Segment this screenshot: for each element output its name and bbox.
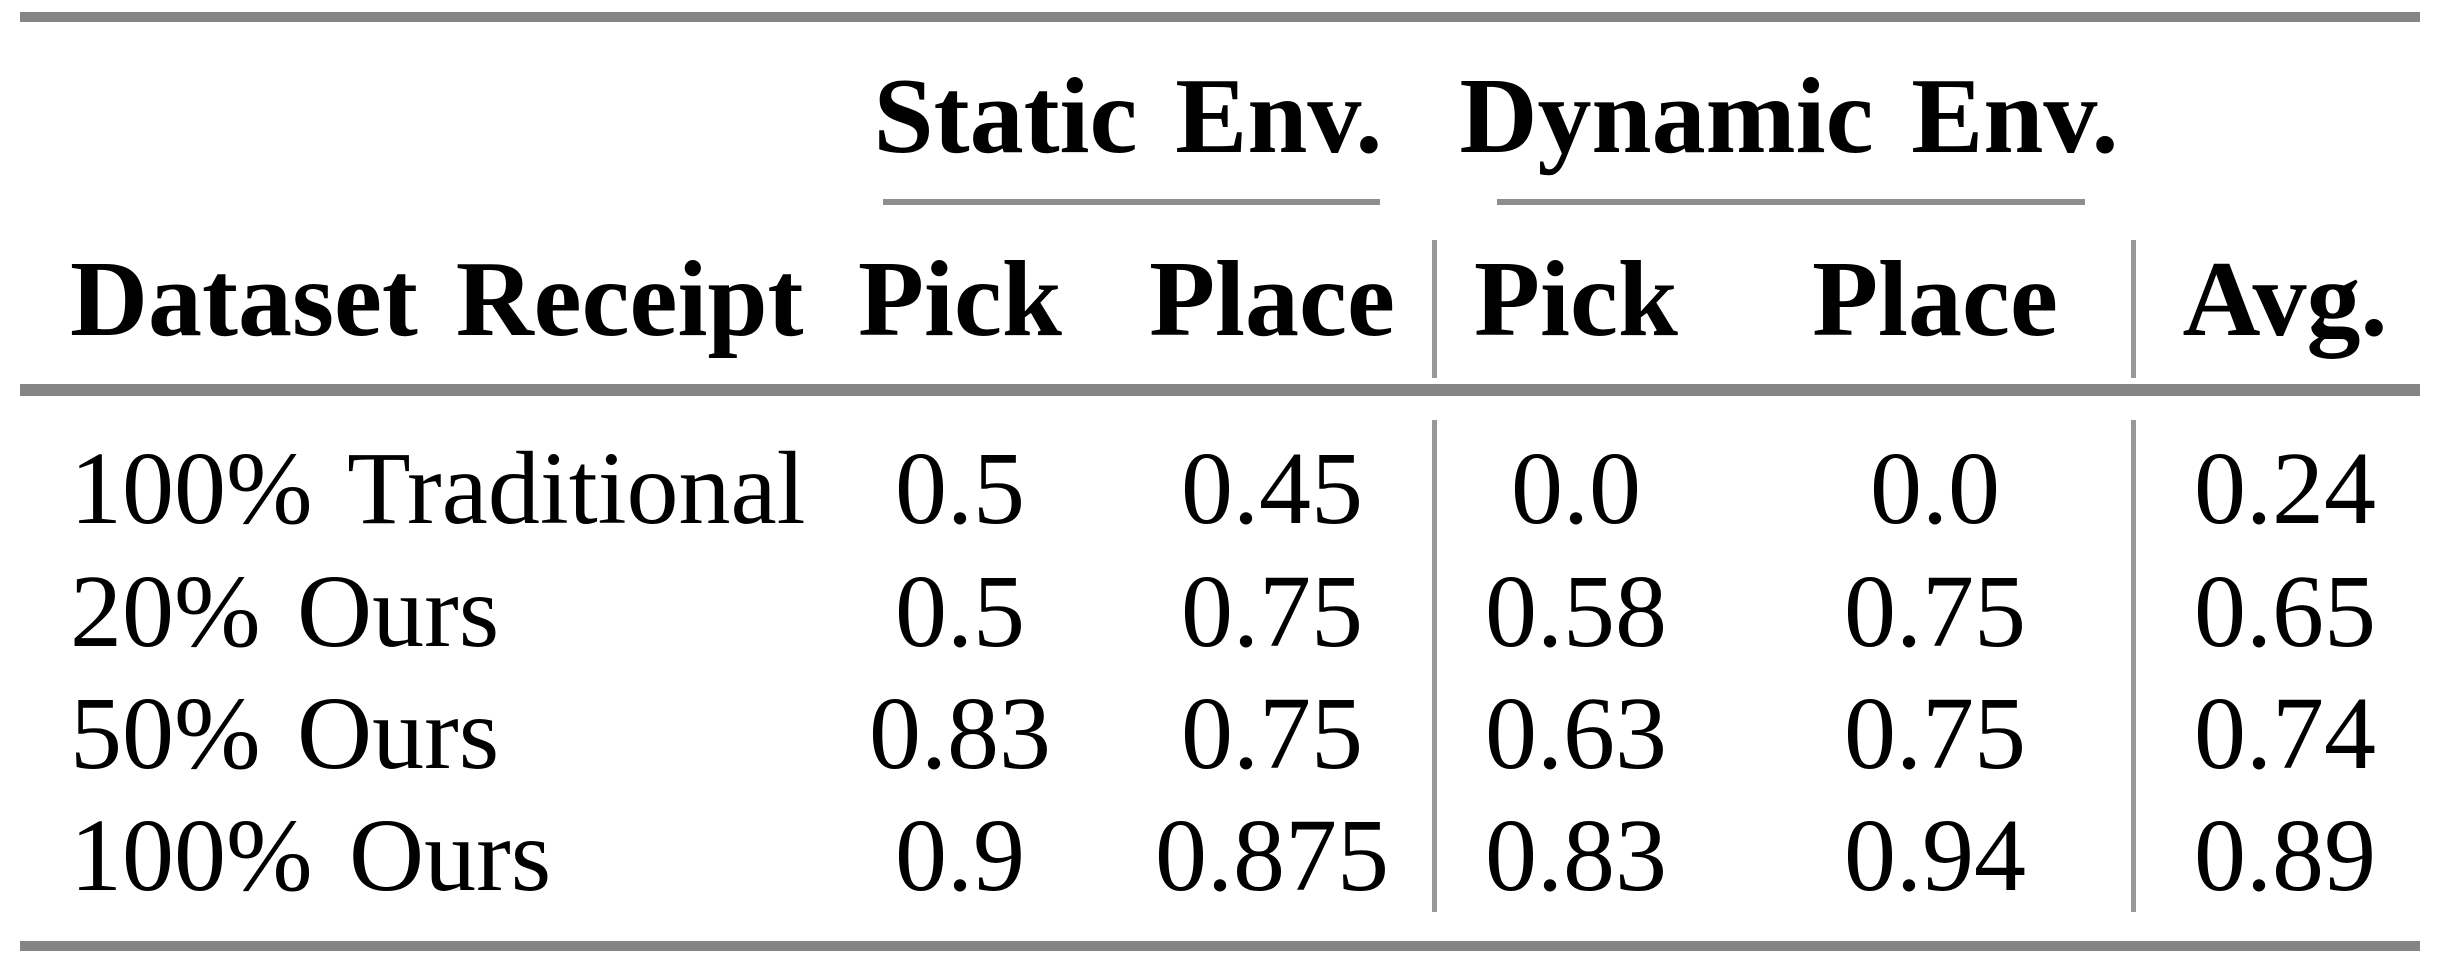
table-cell: 0.94 — [1844, 798, 2026, 913]
header-dynamic-pick: Pick — [1474, 240, 1678, 359]
dynamic-env-underline — [1497, 199, 2085, 205]
table-cell: 0.5 — [895, 554, 1025, 669]
table-cell: 0.0 — [1511, 431, 1641, 546]
column-group-static-env: Static Env. — [873, 57, 1383, 176]
table-cell: 0.63 — [1485, 676, 1667, 791]
table-cell: 0.5 — [895, 431, 1025, 546]
column-group-dynamic-env: Dynamic Env. — [1459, 57, 2119, 176]
table-cell: 0.83 — [869, 676, 1051, 791]
vertical-separator-avg-header — [2131, 240, 2136, 378]
row-label: 100% Ours — [70, 798, 552, 913]
vertical-separator-static-dynamic-body — [1432, 420, 1437, 912]
table-cell: 0.24 — [2194, 431, 2376, 546]
table-cell: 0.74 — [2194, 676, 2376, 791]
table-cell: 0.65 — [2194, 554, 2376, 669]
header-dynamic-place: Place — [1812, 240, 2058, 359]
table-cell: 0.83 — [1485, 798, 1667, 913]
table-cell: 0.0 — [1870, 431, 2000, 546]
table-cell: 0.75 — [1181, 676, 1363, 791]
header-static-pick: Pick — [858, 240, 1062, 359]
table-cell: 0.45 — [1181, 431, 1363, 546]
table-cell: 0.75 — [1844, 676, 2026, 791]
vertical-separator-static-dynamic-header — [1432, 240, 1437, 378]
row-label: 50% Ours — [70, 676, 500, 791]
table-cell: 0.58 — [1485, 554, 1667, 669]
table-cell: 0.875 — [1155, 798, 1389, 913]
table-top-rule — [20, 12, 2420, 22]
row-label: 20% Ours — [70, 554, 500, 669]
table-cell: 0.9 — [895, 798, 1025, 913]
table-bottom-rule — [20, 941, 2420, 951]
header-static-place: Place — [1149, 240, 1395, 359]
table-cell: 0.89 — [2194, 798, 2376, 913]
table-cell: 0.75 — [1181, 554, 1363, 669]
row-label: 100% Traditional — [70, 431, 806, 546]
table-cell: 0.75 — [1844, 554, 2026, 669]
header-avg: Avg. — [2182, 240, 2388, 359]
table-header-rule — [20, 384, 2420, 396]
static-env-underline — [883, 199, 1380, 205]
vertical-separator-avg-body — [2131, 420, 2136, 912]
header-dataset-receipt: Dataset Receipt — [70, 240, 804, 359]
